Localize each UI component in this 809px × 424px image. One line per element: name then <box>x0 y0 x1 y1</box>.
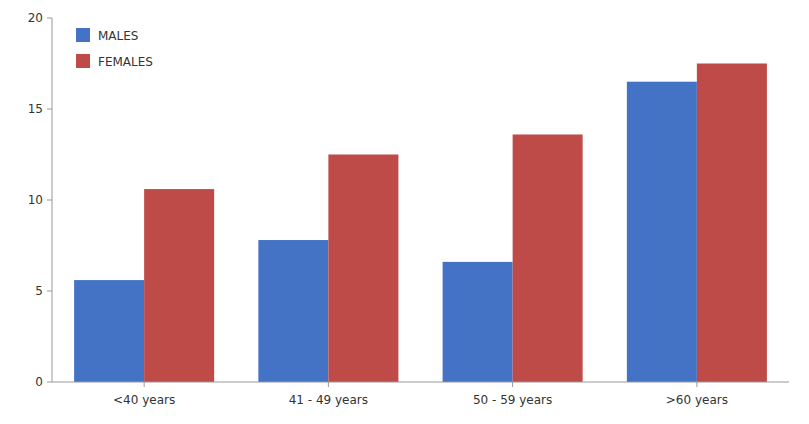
x-tick <box>144 382 145 387</box>
legend-label: FEMALES <box>98 55 153 69</box>
bar <box>443 262 513 382</box>
y-tick <box>47 382 52 383</box>
y-tick <box>47 200 52 201</box>
x-tick-label: 50 - 59 years <box>473 393 552 407</box>
x-tick <box>512 382 513 387</box>
legend: MALES FEMALES <box>76 28 153 69</box>
chart-container: 0 5 10 15 20 <40 years 41 - 49 years 50 - 59 ye… <box>0 0 809 424</box>
x-tick-label: >60 years <box>666 393 728 407</box>
x-tick-label: <40 years <box>113 393 175 407</box>
y-axis-line <box>52 18 53 382</box>
y-tick <box>47 291 52 292</box>
y-axis: 0 5 10 15 20 <box>28 11 52 389</box>
y-tick <box>47 18 52 19</box>
y-tick-label: 10 <box>28 193 43 207</box>
bar <box>627 82 697 382</box>
bar <box>144 189 214 382</box>
bar <box>697 64 767 383</box>
chart: 0 5 10 15 20 <40 years 41 - 49 years 50 - 59 ye… <box>0 0 809 424</box>
bar <box>74 280 144 382</box>
x-tick <box>696 382 697 387</box>
legend-label: MALES <box>98 29 138 43</box>
bar <box>258 240 328 382</box>
x-tick <box>328 382 329 387</box>
y-tick-label: 20 <box>28 11 43 25</box>
y-tick <box>47 109 52 110</box>
y-tick-label: 15 <box>28 102 43 116</box>
bar <box>328 155 398 383</box>
legend-swatch <box>76 54 90 68</box>
y-tick-label: 5 <box>35 284 43 298</box>
bar <box>513 134 583 382</box>
bars <box>74 64 767 383</box>
legend-swatch <box>76 28 90 42</box>
y-tick-label: 0 <box>35 375 43 389</box>
x-tick-label: 41 - 49 years <box>289 393 368 407</box>
x-axis-line <box>52 382 789 383</box>
x-axis: <40 years 41 - 49 years 50 - 59 years >60 y… <box>113 382 728 407</box>
